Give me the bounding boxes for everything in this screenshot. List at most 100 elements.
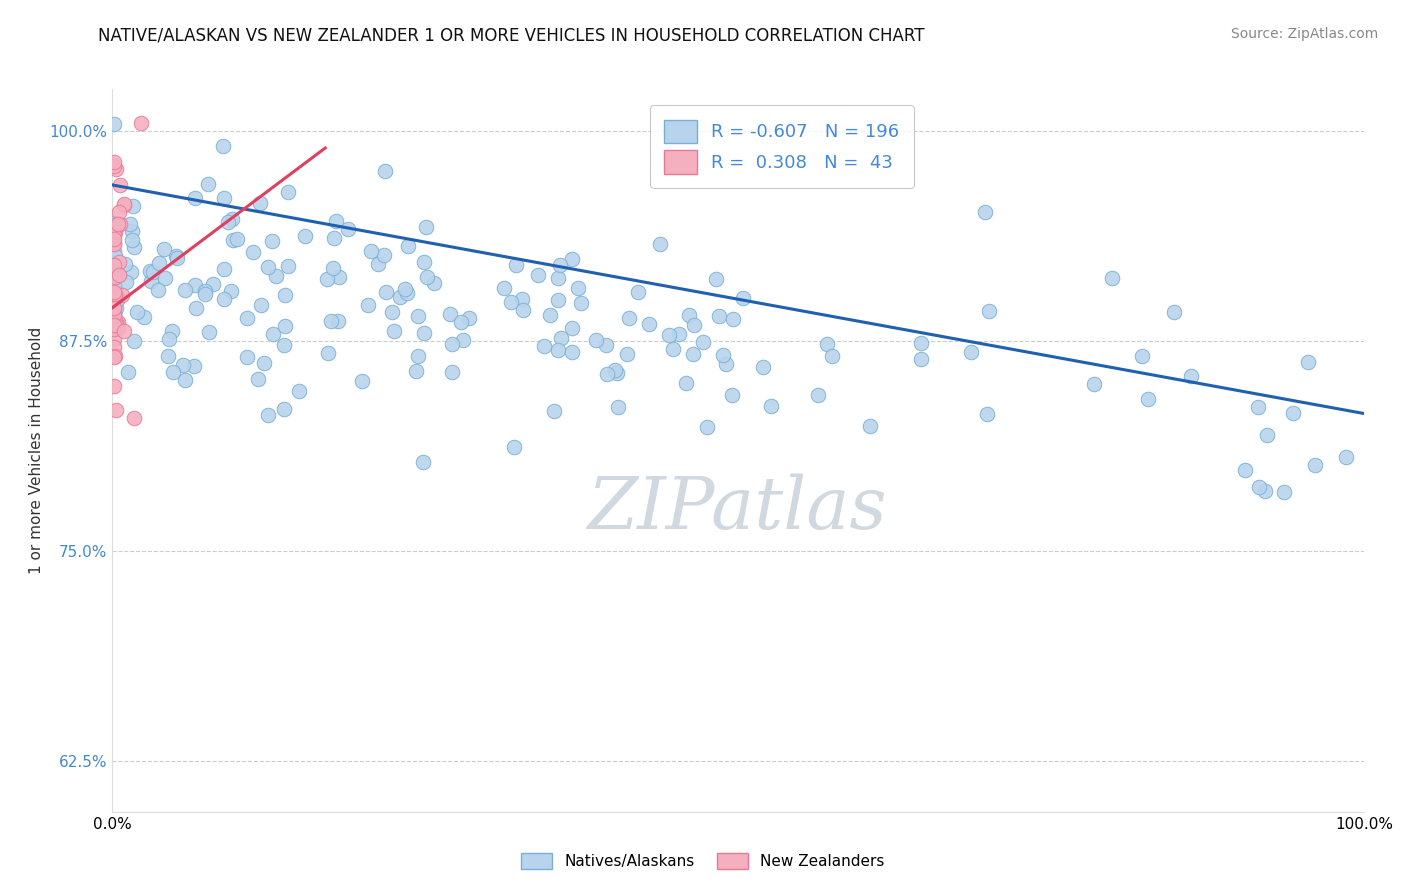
Point [103, 228, 125, 243]
Point [1233, 463, 1256, 477]
Point [721, 312, 744, 326]
Point [977, 304, 1000, 318]
Point [262, 234, 284, 248]
Point [249, 195, 271, 210]
Point [704, 272, 727, 286]
Point [550, 331, 572, 345]
Point [316, 346, 339, 360]
Legend: R = -0.607   N = 196, R =  0.308   N =  43: R = -0.607 N = 196, R = 0.308 N = 43 [650, 105, 914, 188]
Point [197, 177, 219, 191]
Point [112, 196, 135, 211]
Point [103, 236, 125, 251]
Point [212, 262, 235, 277]
Point [114, 257, 136, 271]
Point [273, 338, 295, 352]
Point [202, 277, 225, 291]
Point [595, 337, 617, 351]
Point [396, 286, 419, 301]
Point [172, 358, 194, 372]
Point [494, 281, 516, 295]
Point [357, 298, 380, 312]
Point [253, 356, 276, 370]
Point [103, 322, 125, 336]
Point [127, 305, 149, 319]
Point [112, 324, 135, 338]
Point [328, 314, 350, 328]
Point [247, 372, 270, 386]
Point [315, 271, 337, 285]
Point [162, 365, 184, 379]
Point [648, 236, 671, 251]
Point [165, 249, 187, 263]
Point [103, 332, 125, 346]
Point [396, 239, 419, 253]
Point [1303, 458, 1326, 473]
Point [104, 403, 127, 417]
Point [184, 278, 207, 293]
Point [108, 255, 131, 269]
Point [221, 212, 243, 227]
Point [184, 191, 207, 205]
Legend: Natives/Alaskans, New Zealanders: Natives/Alaskans, New Zealanders [516, 847, 890, 875]
Point [235, 350, 257, 364]
Point [450, 315, 472, 329]
Text: Source: ZipAtlas.com: Source: ZipAtlas.com [1230, 27, 1378, 41]
Point [214, 191, 236, 205]
Point [416, 270, 439, 285]
Point [222, 233, 245, 247]
Point [104, 349, 127, 363]
Point [1101, 271, 1123, 285]
Point [108, 178, 131, 193]
Point [107, 217, 129, 231]
Point [547, 343, 569, 358]
Point [122, 334, 145, 349]
Point [129, 116, 152, 130]
Point [692, 334, 714, 349]
Point [105, 260, 128, 274]
Y-axis label: 1 or more Vehicles in Household: 1 or more Vehicles in Household [30, 326, 44, 574]
Point [236, 310, 259, 325]
Point [103, 350, 125, 364]
Point [120, 218, 142, 232]
Point [360, 244, 382, 258]
Point [103, 279, 125, 293]
Point [103, 318, 125, 333]
Point [104, 249, 127, 263]
Point [440, 337, 463, 351]
Point [103, 224, 125, 238]
Point [139, 264, 162, 278]
Point [105, 219, 128, 233]
Point [974, 205, 997, 219]
Point [105, 301, 128, 316]
Point [104, 225, 127, 239]
Point [412, 326, 434, 341]
Point [277, 259, 299, 273]
Point [274, 319, 297, 334]
Point [322, 260, 344, 275]
Point [183, 359, 205, 373]
Point [108, 268, 131, 282]
Point [122, 199, 145, 213]
Point [273, 402, 295, 417]
Point [616, 347, 638, 361]
Point [105, 289, 128, 303]
Point [104, 286, 127, 301]
Point [262, 327, 284, 342]
Point [103, 285, 125, 300]
Point [104, 318, 127, 332]
Point [617, 311, 640, 326]
Point [153, 271, 176, 285]
Point [103, 301, 125, 315]
Point [375, 285, 398, 299]
Point [538, 308, 561, 322]
Point [1083, 376, 1105, 391]
Point [108, 217, 131, 231]
Point [501, 295, 523, 310]
Point [112, 197, 135, 211]
Point [415, 220, 437, 235]
Point [103, 298, 125, 312]
Point [707, 309, 730, 323]
Point [157, 332, 180, 346]
Point [173, 283, 195, 297]
Point [103, 159, 125, 173]
